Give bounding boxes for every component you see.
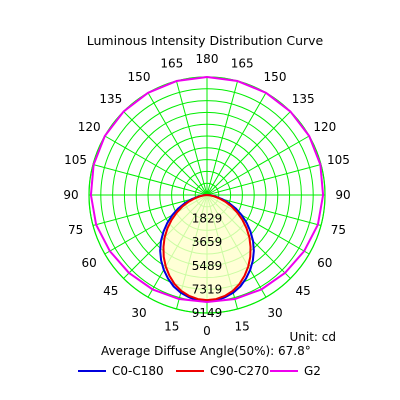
average-angle-label: Average Diffuse Angle(50%): 67.8° — [101, 344, 311, 358]
grid-spoke — [206, 80, 239, 196]
radial-tick-label: 7319 — [192, 282, 223, 296]
grid-spoke — [104, 135, 208, 196]
angle-label: 15 — [235, 319, 250, 333]
angle-label: 150 — [264, 70, 287, 84]
angle-label: 150 — [128, 70, 151, 84]
legend-label: C90-C270 — [210, 364, 269, 378]
legend: C0-C180 C90-C270 G2 — [78, 364, 321, 378]
grid-spoke — [92, 163, 208, 196]
angle-label: 120 — [78, 120, 101, 134]
series-curve-c90-c270 — [162, 194, 252, 302]
angle-label: 135 — [292, 92, 315, 106]
chart-title: Luminous Intensity Distribution Curve — [87, 33, 324, 48]
angle-label: 45 — [103, 284, 118, 298]
series-curve-g2 — [89, 76, 325, 304]
angle-label: 135 — [99, 92, 122, 106]
radial-tick-labels: 1829 3659 5489 7319 9149 — [192, 212, 223, 320]
legend-label: G2 — [304, 364, 321, 378]
angle-label: 90 — [335, 188, 350, 202]
grid-spoke — [147, 92, 208, 196]
series-curves — [89, 76, 325, 304]
angle-labels: 0 15 30 45 60 75 90 105 120 135 150 165 180 15 30 45 60 7… — [63, 52, 350, 338]
grid-spoke — [123, 111, 208, 196]
radial-tick-label: 3659 — [192, 235, 223, 249]
grid-spoke — [206, 194, 322, 227]
angle-label: 90 — [63, 188, 78, 202]
grid-spoke — [206, 163, 322, 196]
unit-label: Unit: cd — [290, 330, 337, 344]
grid-spoke — [175, 80, 208, 196]
angle-label: 120 — [313, 120, 336, 134]
grid-spoke — [206, 111, 291, 196]
legend-label: C0-C180 — [112, 364, 164, 378]
grid-spoke — [92, 194, 208, 227]
angle-label: 165 — [231, 57, 254, 71]
angle-label: 15 — [164, 319, 179, 333]
angle-label: 165 — [160, 57, 183, 71]
angle-label: 105 — [64, 153, 87, 167]
angle-label: 60 — [317, 256, 332, 270]
radial-tick-label: 9149 — [192, 306, 223, 320]
angle-label: 60 — [82, 256, 97, 270]
angle-label: 75 — [331, 223, 346, 237]
angle-label: 30 — [131, 306, 146, 320]
grid-spoke — [206, 135, 310, 196]
radial-tick-label: 1829 — [192, 212, 223, 226]
grid-spoke — [206, 92, 267, 196]
angle-label: 75 — [68, 223, 83, 237]
angle-label: 180 — [196, 52, 219, 66]
angle-label: 45 — [296, 284, 311, 298]
radial-tick-label: 5489 — [192, 259, 223, 273]
angle-label: 0 — [203, 324, 211, 338]
angle-label: 105 — [327, 153, 350, 167]
angle-label: 30 — [267, 306, 282, 320]
